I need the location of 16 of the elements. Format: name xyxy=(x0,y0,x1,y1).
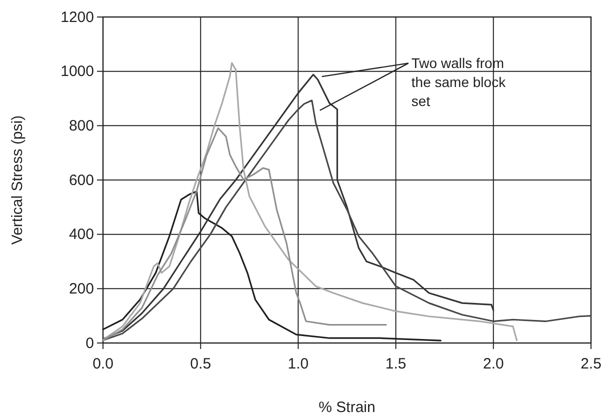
x-axis-title: % Strain xyxy=(318,399,376,416)
line-series xyxy=(102,127,387,342)
x-tick-label: 2.0 xyxy=(482,356,504,372)
x-tick-label: 0.0 xyxy=(92,356,114,372)
y-tick-label: 200 xyxy=(68,280,94,298)
x-tick-label: 1.5 xyxy=(385,356,406,372)
y-tick-label: 1000 xyxy=(60,63,94,80)
y-tick-label: 400 xyxy=(68,226,94,244)
y-tick-label: 600 xyxy=(68,172,94,189)
y-tick-label: 800 xyxy=(68,117,94,134)
y-axis-title: Vertical Stress (psi) xyxy=(9,115,26,245)
x-tick-label: 0.5 xyxy=(190,356,212,372)
y-tick-label: 0 xyxy=(86,334,94,352)
x-tick-label: 2.5 xyxy=(580,356,602,372)
x-tick-label: 1.0 xyxy=(288,356,309,372)
y-tick-label: 1200 xyxy=(60,8,94,26)
